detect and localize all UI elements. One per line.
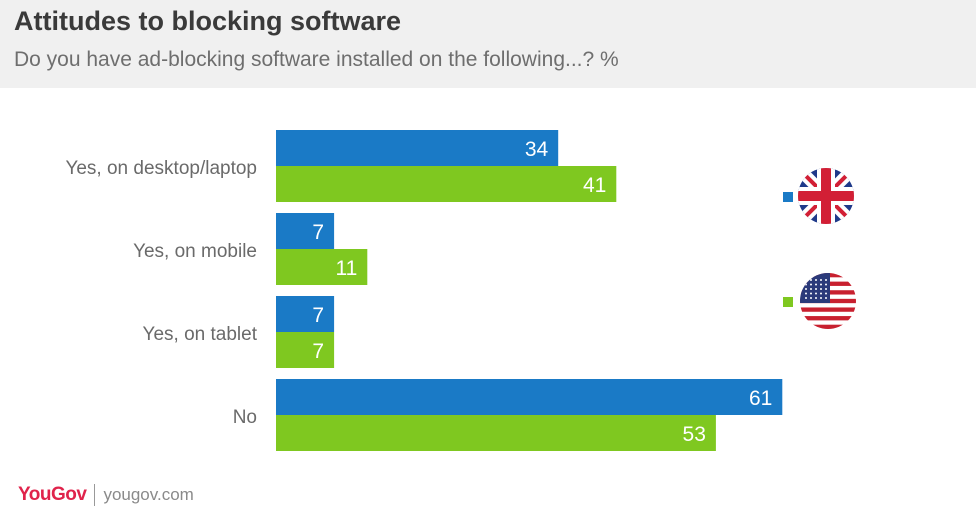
site-url: yougov.com: [103, 485, 194, 504]
data-label: 7: [312, 340, 324, 363]
footer-divider: [94, 484, 96, 506]
data-label: 11: [335, 257, 357, 280]
uk-flag-icon: [798, 168, 854, 224]
category-label: Yes, on mobile: [133, 241, 257, 262]
bar: [276, 130, 559, 166]
bar: [276, 415, 716, 451]
data-label: 7: [312, 304, 324, 327]
us-flag-icon: [800, 273, 856, 329]
bar: [276, 213, 335, 249]
bar-chart: Yes, on desktop/laptop 34 41 Yes, on mobile…: [65, 130, 856, 451]
chart-subtitle: Do you have ad-blocking software install…: [14, 48, 619, 71]
bar: [276, 296, 335, 332]
bar: [276, 379, 783, 415]
legend-swatch: [783, 297, 793, 307]
data-label: 41: [583, 174, 606, 197]
data-label: 7: [312, 221, 324, 244]
category-label: No: [233, 407, 257, 428]
data-label: 53: [683, 423, 706, 446]
category-label: Yes, on tablet: [143, 324, 258, 345]
legend-swatch: [783, 192, 793, 202]
yougov-logo: YouGov: [18, 484, 87, 505]
data-label: 61: [749, 387, 772, 410]
bar: [276, 332, 335, 368]
bar: [276, 166, 617, 202]
bar: [276, 249, 368, 285]
header: Attitudes to blocking software Do you ha…: [0, 0, 976, 88]
category-label: Yes, on desktop/laptop: [65, 158, 257, 179]
footer: YouGov yougov.com: [18, 482, 194, 508]
chart-title: Attitudes to blocking software: [14, 6, 402, 36]
data-label: 34: [525, 138, 549, 161]
